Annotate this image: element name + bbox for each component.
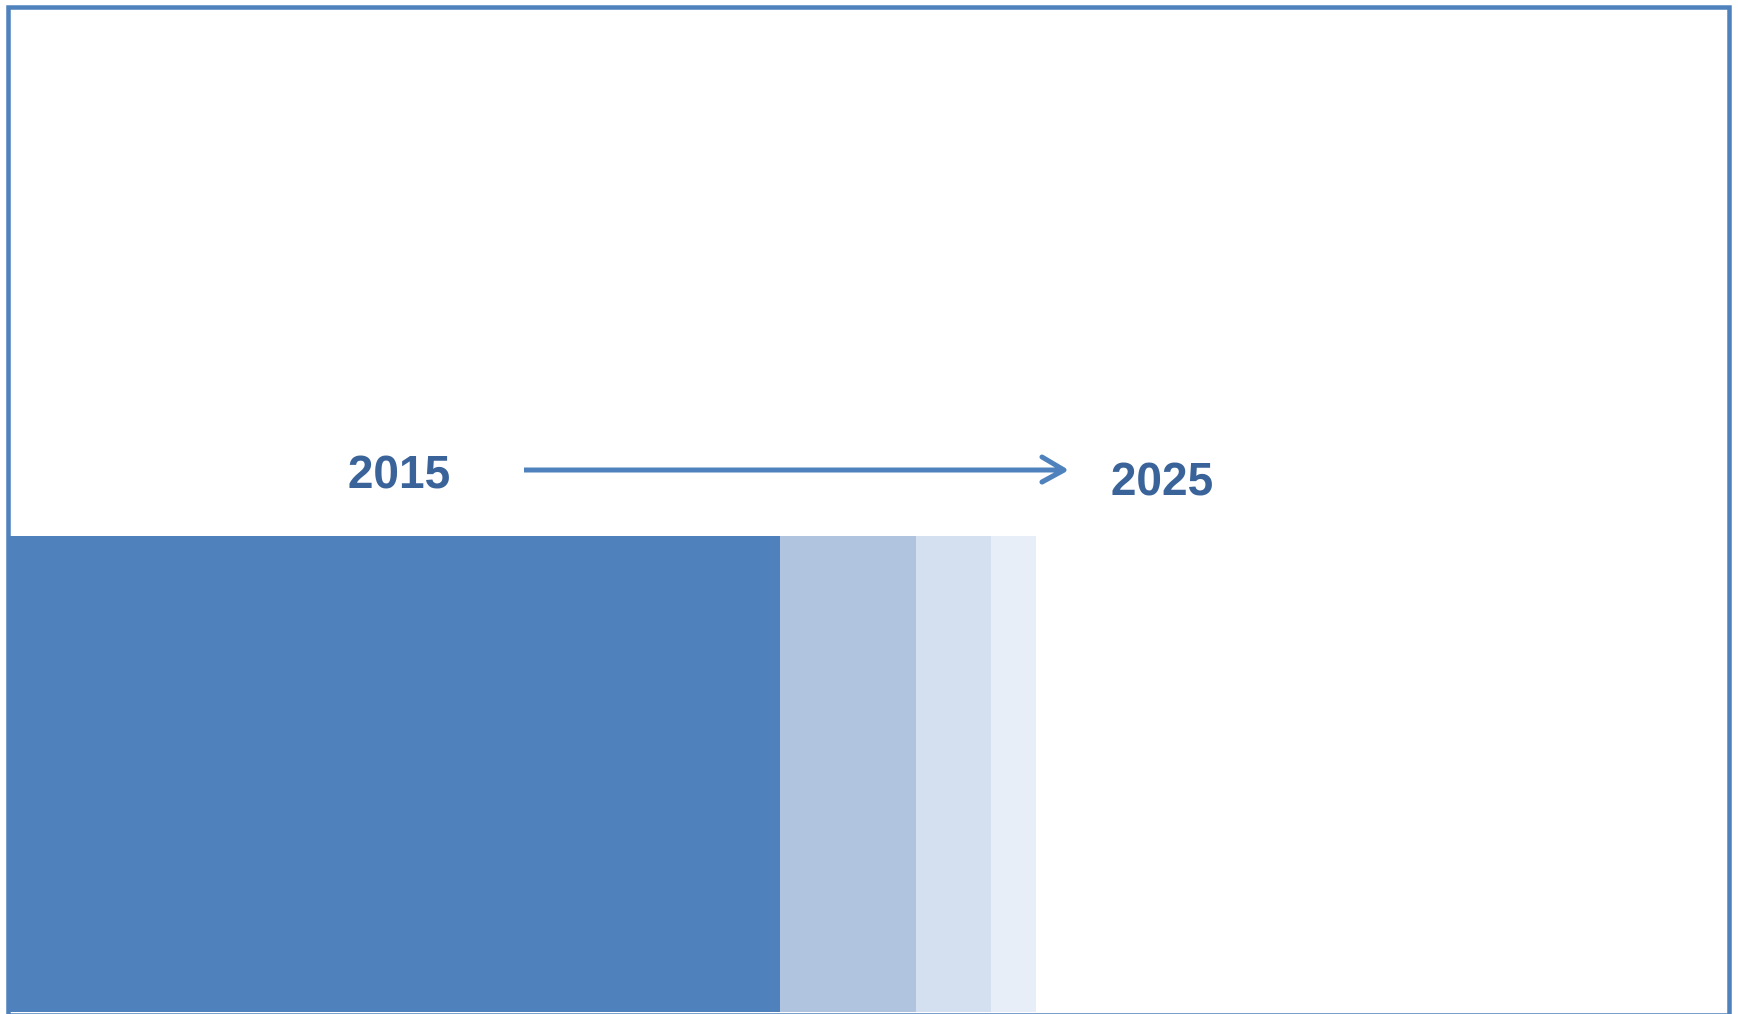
end-year: 2025 [1111, 453, 1213, 505]
block-dark [7, 536, 780, 1012]
block-medium [780, 536, 916, 1012]
block-lightest [991, 536, 1036, 1012]
frame [6, 5, 1732, 1014]
start-year: 2015 [348, 446, 450, 498]
block-light [916, 536, 991, 1012]
arrow-head [1039, 454, 1067, 485]
